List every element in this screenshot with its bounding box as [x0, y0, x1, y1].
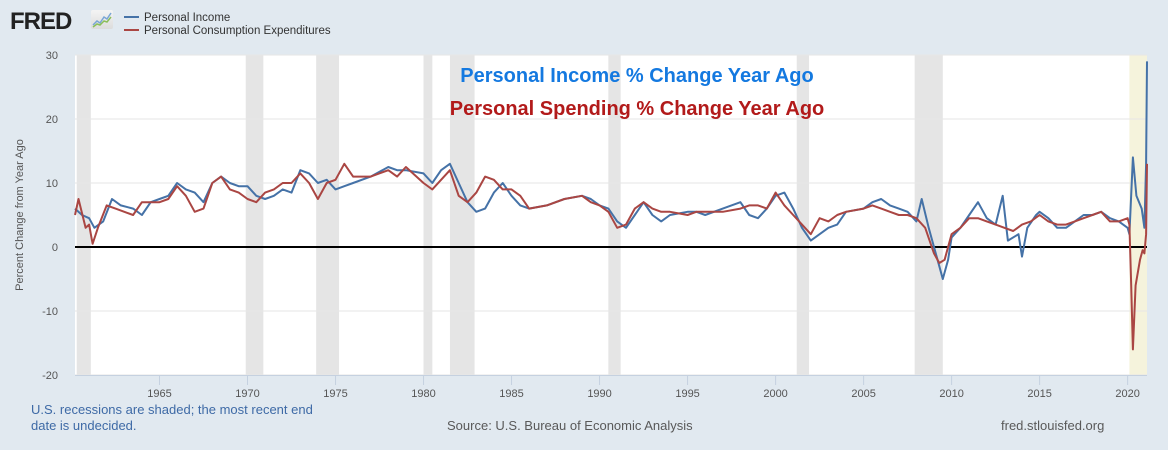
- y-tick-label: -20: [42, 370, 58, 382]
- legend-swatch: [124, 15, 139, 18]
- recession-band: [245, 55, 264, 375]
- y-tick-label: 30: [46, 50, 58, 62]
- x-tick-label: 1965: [147, 388, 171, 400]
- x-tick-label: 1990: [587, 388, 611, 400]
- gridlines: [75, 54, 1147, 376]
- series: [74, 61, 1148, 351]
- x-tick-label: 1975: [323, 388, 347, 400]
- x-tick-label: 1995: [675, 388, 699, 400]
- recession-band: [449, 55, 475, 375]
- source-note: Source: U.S. Bureau of Economic Analysis: [447, 418, 693, 433]
- x-tick-label: 2015: [1027, 388, 1051, 400]
- site-link[interactable]: fred.stlouisfed.org: [1001, 418, 1105, 433]
- annotation-income: Personal Income % Change Year Ago: [460, 65, 813, 87]
- fred-logo[interactable]: FRED: [10, 8, 72, 35]
- y-tick-label: 20: [46, 114, 58, 126]
- y-tick-label: -10: [42, 306, 58, 318]
- chart-header: FRED Personal Income Personal Consumptio…: [0, 0, 1168, 44]
- recession-band: [316, 55, 340, 375]
- x-tick-label: 2010: [939, 388, 963, 400]
- y-tick-label: 0: [52, 242, 58, 254]
- series-line-pce: [74, 162, 1148, 351]
- y-axis-label: Percent Change from Year Ago: [14, 139, 26, 291]
- x-tick-label: 2020: [1115, 388, 1139, 400]
- recession-band: [608, 55, 621, 375]
- recession-band: [423, 55, 433, 375]
- legend-label: Personal Income: [144, 12, 231, 24]
- legend-swatch: [124, 28, 139, 31]
- recession-band: [914, 55, 943, 375]
- recession-note: U.S. recessions are shaded; the most rec…: [31, 402, 313, 433]
- x-tick-label: 1980: [411, 388, 435, 400]
- x-tick-label: 2005: [851, 388, 875, 400]
- x-axis-ticks: 1965 1970 1975 1980 1985 1990 1995 2000 2005 2010…: [147, 375, 1140, 400]
- legend-item-personal-income[interactable]: Personal Income: [124, 12, 230, 24]
- recession-band: [796, 55, 810, 375]
- x-tick-label: 1970: [235, 388, 259, 400]
- x-tick-label: 2000: [763, 388, 787, 400]
- legend-item-pce[interactable]: Personal Consumption Expenditures: [124, 25, 331, 37]
- chart-line-icon: [91, 10, 113, 29]
- annotation-spending: Personal Spending % Change Year Ago: [450, 98, 825, 120]
- y-axis-ticks: -20 -10 0 10 20 30: [42, 50, 58, 382]
- legend-label: Personal Consumption Expenditures: [144, 25, 331, 37]
- series-line-personal-income: [74, 61, 1148, 280]
- recession-band: [1129, 55, 1147, 375]
- y-tick-label: 10: [46, 178, 58, 190]
- x-tick-label: 1985: [499, 388, 523, 400]
